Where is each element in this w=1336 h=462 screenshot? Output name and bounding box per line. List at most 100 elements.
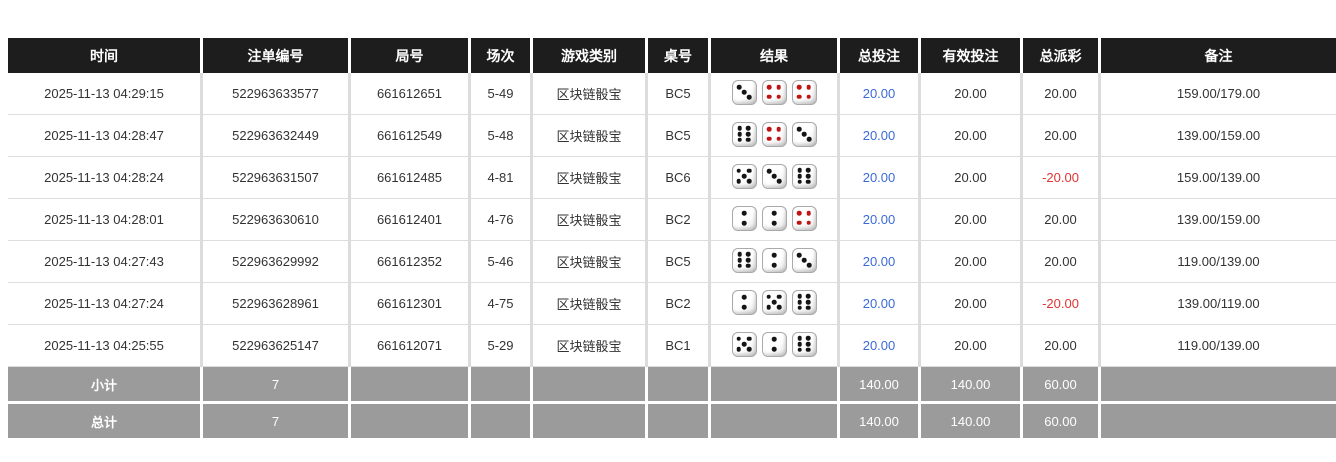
cell-round-id: 661612352 bbox=[351, 241, 471, 283]
die-5-icon bbox=[731, 163, 757, 189]
cell-order-id: 522963628961 bbox=[203, 283, 351, 325]
total-bet-link[interactable]: 20.00 bbox=[862, 86, 896, 101]
die-6-icon bbox=[731, 247, 757, 273]
cell-order-id: 522963631507 bbox=[203, 157, 351, 199]
cell-payout: -20.00 bbox=[1023, 283, 1101, 325]
cell-total-bet: 20.00 bbox=[840, 283, 921, 325]
cell-result bbox=[711, 157, 840, 199]
total-bet-link[interactable]: 20.00 bbox=[862, 170, 896, 185]
cell-remark: 119.00/139.00 bbox=[1101, 325, 1336, 367]
column-header-round-id: 局号 bbox=[351, 38, 471, 73]
payout-value: 20.00 bbox=[1044, 86, 1077, 101]
cell-time: 2025-11-13 04:29:15 bbox=[8, 73, 203, 115]
total-empty-game-type bbox=[533, 404, 648, 438]
die-6-icon bbox=[791, 289, 817, 315]
column-header-valid-bet: 有效投注 bbox=[921, 38, 1023, 73]
column-header-payout: 总派彩 bbox=[1023, 38, 1101, 73]
dice-result bbox=[731, 205, 817, 231]
subtotal-label: 小计 bbox=[8, 367, 203, 404]
bet-row: 2025-11-13 04:29:15 522963633577 661612651… bbox=[8, 73, 1336, 115]
page: 时间 注单编号 局号 场次 游戏类别 桌号 结果 总投注 有效投注 总派彩 备注 2025-11-1… bbox=[8, 38, 1336, 438]
cell-table-id: BC2 bbox=[648, 283, 711, 325]
column-header-session: 场次 bbox=[471, 38, 533, 73]
column-header-table-id: 桌号 bbox=[648, 38, 711, 73]
cell-payout: 20.00 bbox=[1023, 325, 1101, 367]
cell-order-id: 522963632449 bbox=[203, 115, 351, 157]
cell-total-bet: 20.00 bbox=[840, 157, 921, 199]
column-header-game-type: 游戏类别 bbox=[533, 38, 648, 73]
cell-game-type: 区块链骰宝 bbox=[533, 115, 648, 157]
cell-table-id: BC6 bbox=[648, 157, 711, 199]
payout-value: 20.00 bbox=[1044, 254, 1077, 269]
total-valid-bet: 140.00 bbox=[921, 404, 1023, 438]
cell-payout: 20.00 bbox=[1023, 199, 1101, 241]
cell-time: 2025-11-13 04:27:43 bbox=[8, 241, 203, 283]
payout-value: 20.00 bbox=[1044, 212, 1077, 227]
cell-session: 5-46 bbox=[471, 241, 533, 283]
subtotal-row: 小计 7 140.00 140.00 60.00 bbox=[8, 367, 1336, 404]
cell-valid-bet: 20.00 bbox=[921, 283, 1023, 325]
payout-value: -20.00 bbox=[1042, 170, 1079, 185]
die-3-icon bbox=[791, 247, 817, 273]
cell-result bbox=[711, 73, 840, 115]
cell-remark: 159.00/179.00 bbox=[1101, 73, 1336, 115]
total-bet-link[interactable]: 20.00 bbox=[862, 338, 896, 353]
cell-payout: -20.00 bbox=[1023, 157, 1101, 199]
cell-table-id: BC5 bbox=[648, 73, 711, 115]
cell-round-id: 661612401 bbox=[351, 199, 471, 241]
die-6-icon bbox=[791, 331, 817, 357]
total-bet-link[interactable]: 20.00 bbox=[862, 212, 896, 227]
payout-value: 20.00 bbox=[1044, 128, 1077, 143]
die-3-icon bbox=[731, 79, 757, 105]
cell-time: 2025-11-13 04:28:47 bbox=[8, 115, 203, 157]
total-empty-remark bbox=[1101, 404, 1336, 438]
die-6-icon bbox=[791, 163, 817, 189]
cell-order-id: 522963630610 bbox=[203, 199, 351, 241]
cell-game-type: 区块链骰宝 bbox=[533, 283, 648, 325]
bet-row: 2025-11-13 04:28:47 522963632449 661612549… bbox=[8, 115, 1336, 157]
cell-game-type: 区块链骰宝 bbox=[533, 325, 648, 367]
die-5-icon bbox=[731, 331, 757, 357]
cell-table-id: BC2 bbox=[648, 199, 711, 241]
cell-remark: 139.00/159.00 bbox=[1101, 199, 1336, 241]
bet-row: 2025-11-13 04:27:24 522963628961 661612301… bbox=[8, 283, 1336, 325]
cell-valid-bet: 20.00 bbox=[921, 241, 1023, 283]
die-6-icon bbox=[731, 121, 757, 147]
cell-total-bet: 20.00 bbox=[840, 241, 921, 283]
cell-table-id: BC5 bbox=[648, 241, 711, 283]
cell-order-id: 522963633577 bbox=[203, 73, 351, 115]
column-header-order-id: 注单编号 bbox=[203, 38, 351, 73]
cell-result bbox=[711, 241, 840, 283]
cell-valid-bet: 20.00 bbox=[921, 157, 1023, 199]
total-bet-link[interactable]: 20.00 bbox=[862, 128, 896, 143]
subtotal-empty-result bbox=[711, 367, 840, 404]
cell-round-id: 661612549 bbox=[351, 115, 471, 157]
cell-session: 4-76 bbox=[471, 199, 533, 241]
total-bet-link[interactable]: 20.00 bbox=[862, 296, 896, 311]
cell-remark: 139.00/159.00 bbox=[1101, 115, 1336, 157]
total-bet-link[interactable]: 20.00 bbox=[862, 254, 896, 269]
total-empty-session bbox=[471, 404, 533, 438]
dice-result bbox=[731, 121, 817, 147]
cell-valid-bet: 20.00 bbox=[921, 199, 1023, 241]
bet-row: 2025-11-13 04:28:24 522963631507 661612485… bbox=[8, 157, 1336, 199]
die-2-icon bbox=[761, 331, 787, 357]
total-empty-result bbox=[711, 404, 840, 438]
cell-time: 2025-11-13 04:28:01 bbox=[8, 199, 203, 241]
dice-result bbox=[731, 247, 817, 273]
total-payout: 60.00 bbox=[1023, 404, 1101, 438]
cell-valid-bet: 20.00 bbox=[921, 325, 1023, 367]
cell-time: 2025-11-13 04:28:24 bbox=[8, 157, 203, 199]
subtotal-valid-bet: 140.00 bbox=[921, 367, 1023, 404]
payout-value: -20.00 bbox=[1042, 296, 1079, 311]
cell-time: 2025-11-13 04:25:55 bbox=[8, 325, 203, 367]
cell-session: 4-75 bbox=[471, 283, 533, 325]
cell-game-type: 区块链骰宝 bbox=[533, 241, 648, 283]
subtotal-empty-session bbox=[471, 367, 533, 404]
cell-order-id: 522963625147 bbox=[203, 325, 351, 367]
subtotal-empty-table-id bbox=[648, 367, 711, 404]
dice-result bbox=[731, 79, 817, 105]
cell-total-bet: 20.00 bbox=[840, 325, 921, 367]
cell-game-type: 区块链骰宝 bbox=[533, 199, 648, 241]
cell-session: 4-81 bbox=[471, 157, 533, 199]
